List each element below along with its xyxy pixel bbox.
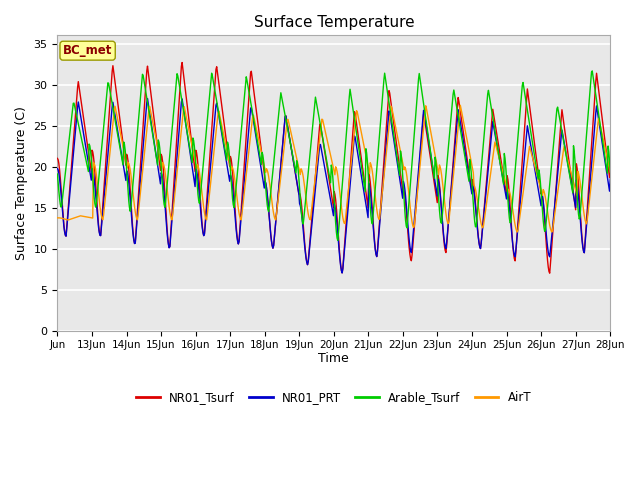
Text: BC_met: BC_met	[63, 44, 112, 57]
Y-axis label: Surface Temperature (C): Surface Temperature (C)	[15, 106, 28, 260]
Legend: NR01_Tsurf, NR01_PRT, Arable_Tsurf, AirT: NR01_Tsurf, NR01_PRT, Arable_Tsurf, AirT	[131, 387, 536, 409]
X-axis label: Time: Time	[319, 352, 349, 365]
Title: Surface Temperature: Surface Temperature	[253, 15, 414, 30]
